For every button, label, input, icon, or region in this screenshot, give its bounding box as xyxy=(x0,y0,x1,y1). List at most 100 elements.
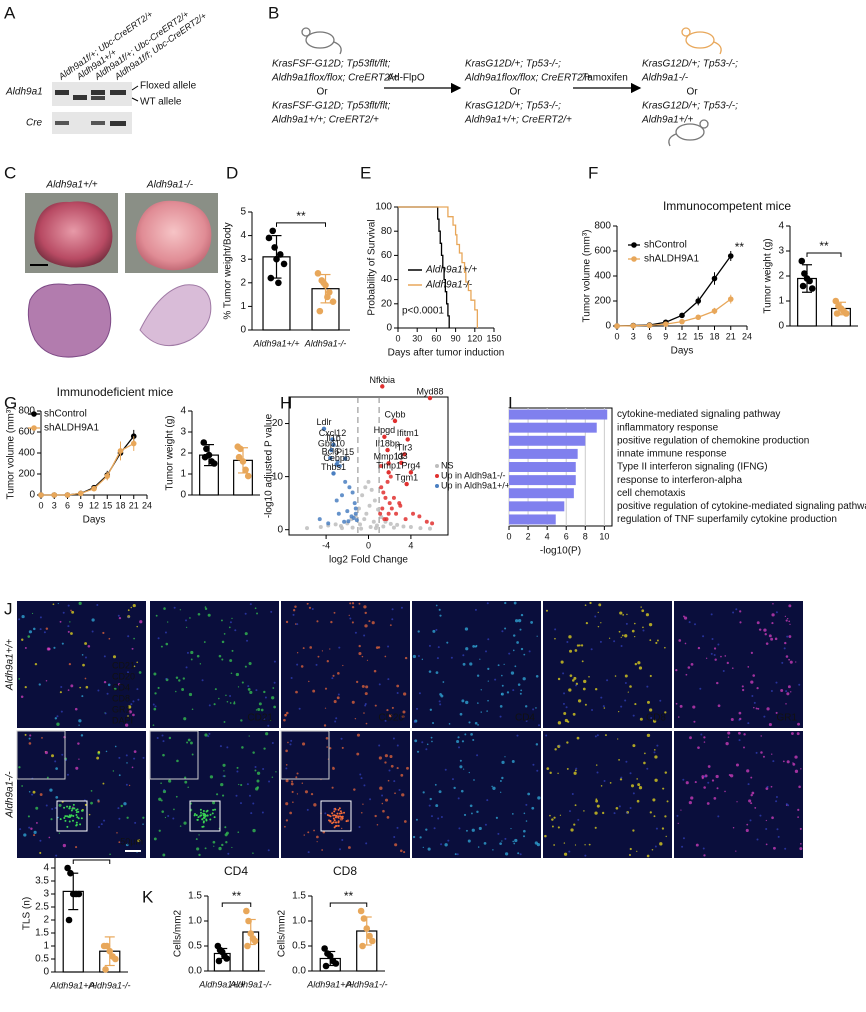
speckle xyxy=(786,635,789,638)
speckle xyxy=(620,644,623,647)
or-label: Or xyxy=(509,87,521,98)
speckle xyxy=(787,804,790,807)
data-point xyxy=(332,960,340,967)
micrograph-bg xyxy=(150,601,279,728)
speckle xyxy=(316,620,319,623)
data-point xyxy=(401,524,406,529)
speckle xyxy=(649,811,652,814)
speckle xyxy=(524,705,528,708)
speckle xyxy=(773,846,776,850)
speckle xyxy=(84,677,87,680)
speckle xyxy=(501,760,505,765)
speckle xyxy=(183,821,187,825)
speckle xyxy=(214,688,217,691)
speckle xyxy=(270,696,275,700)
speckle xyxy=(294,623,297,625)
data-point xyxy=(798,257,806,265)
speckle xyxy=(604,734,607,737)
speckle xyxy=(603,707,606,709)
speckle xyxy=(619,778,623,781)
speckle xyxy=(573,676,577,680)
speckle xyxy=(373,669,377,673)
speckle xyxy=(379,786,383,790)
speckle xyxy=(45,804,48,807)
speckle xyxy=(676,814,679,817)
speckle xyxy=(248,662,252,666)
speckle xyxy=(780,688,784,692)
speckle xyxy=(307,831,310,834)
speckle xyxy=(659,842,663,846)
gel-pointer xyxy=(131,97,139,102)
speckle xyxy=(642,626,644,629)
speckle xyxy=(388,769,391,772)
speckle xyxy=(306,808,309,811)
speckle xyxy=(437,646,440,649)
x-tick-label: Aldh9a1+/+ xyxy=(252,338,299,348)
speckle xyxy=(67,625,70,628)
speckle xyxy=(500,692,504,696)
speckle xyxy=(254,769,257,772)
speckle xyxy=(568,810,571,813)
speckle xyxy=(223,633,226,635)
data-point xyxy=(343,479,348,484)
speckle xyxy=(338,848,341,851)
speckle xyxy=(157,637,160,640)
gene-point xyxy=(382,434,387,440)
speckle xyxy=(156,737,159,740)
speckle xyxy=(55,854,58,857)
speckle xyxy=(223,770,225,772)
speckle xyxy=(645,613,650,617)
speckle xyxy=(413,720,416,723)
speckle xyxy=(791,732,794,735)
speckle xyxy=(229,702,232,704)
speckle xyxy=(384,754,388,758)
speckle xyxy=(632,829,635,832)
speckle xyxy=(252,751,255,754)
speckle xyxy=(387,678,390,681)
speckle xyxy=(685,673,688,676)
speckle xyxy=(439,703,442,706)
speckle xyxy=(58,803,62,807)
x-tick-label: 21 xyxy=(726,331,736,341)
speckle xyxy=(263,690,266,694)
speckle xyxy=(75,824,78,827)
y-tick-label: 40 xyxy=(381,274,393,285)
speckle xyxy=(339,810,342,813)
gel xyxy=(52,82,139,134)
speckle xyxy=(341,827,343,830)
speckle xyxy=(665,835,667,838)
speckle xyxy=(285,767,288,770)
speckle xyxy=(206,809,209,812)
legend-label: shControl xyxy=(44,409,87,420)
speckle xyxy=(447,839,450,842)
speckle xyxy=(600,622,602,624)
speckle xyxy=(24,686,27,689)
gel-band xyxy=(55,90,69,95)
speckle xyxy=(188,692,193,697)
speckle xyxy=(153,707,157,711)
gene-point xyxy=(328,455,333,461)
gene-label: Bcl6 xyxy=(322,446,340,456)
speckle xyxy=(688,800,692,805)
speckle xyxy=(702,635,705,638)
speckle xyxy=(264,696,267,699)
speckle xyxy=(313,803,317,807)
speckle xyxy=(457,797,460,800)
speckle xyxy=(448,722,451,725)
speckle xyxy=(598,603,602,607)
speckle xyxy=(765,827,768,830)
speckle xyxy=(562,672,565,675)
speckle xyxy=(85,685,89,689)
gene-point xyxy=(334,462,339,467)
data-point xyxy=(276,251,284,258)
x-tick-label: 0 xyxy=(506,531,511,541)
speckle xyxy=(654,755,658,759)
speckle xyxy=(710,652,713,655)
data-point xyxy=(356,506,361,511)
speckle xyxy=(620,776,623,779)
speckle xyxy=(530,621,534,624)
speckle xyxy=(798,683,801,686)
gene-label: Thbs1 xyxy=(321,462,346,472)
speckle xyxy=(75,846,78,849)
data-point xyxy=(394,511,399,516)
